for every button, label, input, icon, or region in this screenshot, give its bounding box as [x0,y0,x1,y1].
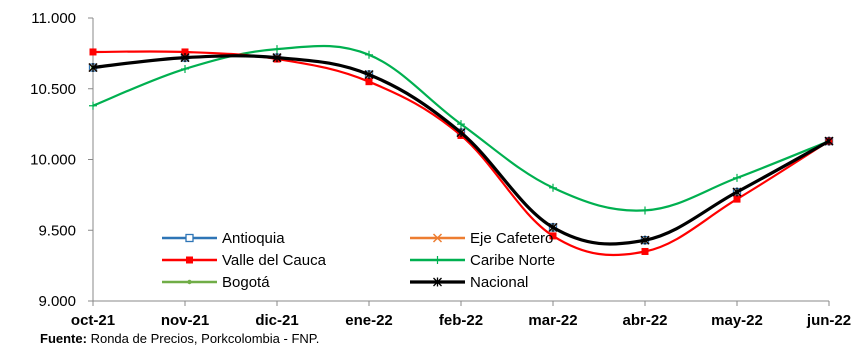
series-line [92,54,830,246]
series-lines [88,44,834,257]
data-point-marker [824,136,834,146]
y-tick-label: 9.000 [38,293,76,310]
data-point-marker [273,45,281,54]
legend-marker [432,233,443,243]
legend-label: Antioquia [222,230,285,247]
series-caribe-norte [89,44,833,215]
series-bogota [90,54,832,246]
data-point-marker [641,206,649,215]
data-point-marker [364,70,374,80]
series-valle-del-cauca [89,48,833,257]
legend-label: Valle del Cauca [222,252,327,269]
series-line [92,54,830,246]
axes [88,17,830,306]
source-note: Fuente: Ronda de Precios, Porkcolombia -… [40,331,319,346]
legend-marker [433,256,442,264]
x-tick-label: dic-21 [255,312,298,329]
x-tick-label: feb-22 [439,312,483,329]
x-tick-label: ene-22 [345,312,393,329]
data-point-marker [549,183,557,192]
data-point-marker [365,78,373,86]
y-tick-labels: 9.000 9.500 10.000 10.500 11.000 [30,10,76,310]
data-point-marker [640,235,650,245]
data-point-marker [733,173,741,182]
data-point-marker [89,101,97,110]
legend-item: Antioquia [162,230,285,247]
data-point-marker [180,53,190,63]
legend-marker [187,279,192,285]
data-point-marker [456,128,466,138]
legend-item: Nacional [410,274,528,291]
legend-label: Nacional [470,274,528,291]
data-point-marker [457,120,465,129]
legend-label: Bogotá [222,274,270,291]
y-tick-label: 10.000 [30,152,76,169]
legend-item: Caribe Norte [410,252,555,269]
data-point-marker [641,247,649,255]
x-tick-label: jun-22 [806,312,851,329]
data-point-marker [365,50,373,59]
legend-item: Valle del Cauca [162,252,327,269]
legend-item: Bogotá [162,274,270,291]
series-nacional [88,53,834,246]
x-tick-label: mar-22 [528,312,577,329]
data-point-marker [88,63,98,73]
data-point-marker [732,187,742,197]
legend-label: Eje Cafetero [470,230,553,247]
source-text: Ronda de Precios, Porkcolombia - FNP. [90,331,320,346]
series-line [92,54,830,246]
legend-label: Caribe Norte [470,252,555,269]
data-point-marker [272,53,282,63]
legend-item: Eje Cafetero [410,230,553,247]
x-tick-label: abr-22 [622,312,667,329]
x-tick-labels: oct-21 nov-21 dic-21 ene-22 feb-22 mar-22 abr-… [71,312,851,329]
data-point-marker [181,48,189,56]
y-tick-label: 9.500 [38,222,76,239]
x-tick-label: nov-21 [161,312,209,329]
data-point-marker [549,232,557,240]
x-tick-label: oct-21 [71,312,115,329]
legend-marker [433,277,442,287]
series-line [92,50,830,257]
data-point-marker [548,222,558,232]
data-point-marker [733,195,741,203]
legend-marker [185,233,194,243]
y-tick-label: 11.000 [31,10,76,27]
y-tick-label: 10.500 [30,81,76,98]
series-line [92,54,830,246]
series-antioquia [88,53,834,246]
source-label: Fuente: [40,331,87,346]
legend: Antioquia Eje Cafetero Valle del Cauca Cari… [162,230,555,291]
x-tick-label: may-22 [711,312,763,329]
data-point-marker [89,48,97,56]
data-point-marker [181,64,189,73]
series-eje-cafetero [88,53,834,246]
legend-marker [186,256,193,264]
